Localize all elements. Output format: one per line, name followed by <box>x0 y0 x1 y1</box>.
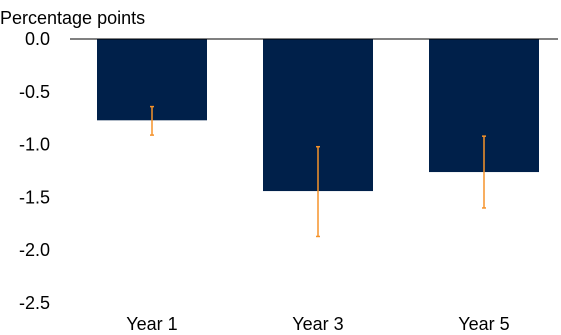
x-tick-label: Year 3 <box>292 314 343 334</box>
y-tick-label: 0.0 <box>25 29 50 49</box>
x-tick-label: Year 1 <box>126 314 177 334</box>
y-tick-label: -1.5 <box>19 187 50 207</box>
y-tick-label: -0.5 <box>19 82 50 102</box>
y-tick-label: -1.0 <box>19 135 50 155</box>
x-tick-label: Year 5 <box>458 314 509 334</box>
error-bar-group <box>150 105 486 238</box>
y-tick-label: -2.0 <box>19 240 50 260</box>
y-tick-label: -2.5 <box>19 293 50 313</box>
y-axis-title: Percentage points <box>0 8 145 28</box>
x-tick-labels: Year 1 Year 3 Year 5 <box>126 314 509 334</box>
y-tick-labels: 0.0 -0.5 -1.0 -1.5 -2.0 -2.5 <box>19 29 50 313</box>
bar-group <box>97 39 539 192</box>
